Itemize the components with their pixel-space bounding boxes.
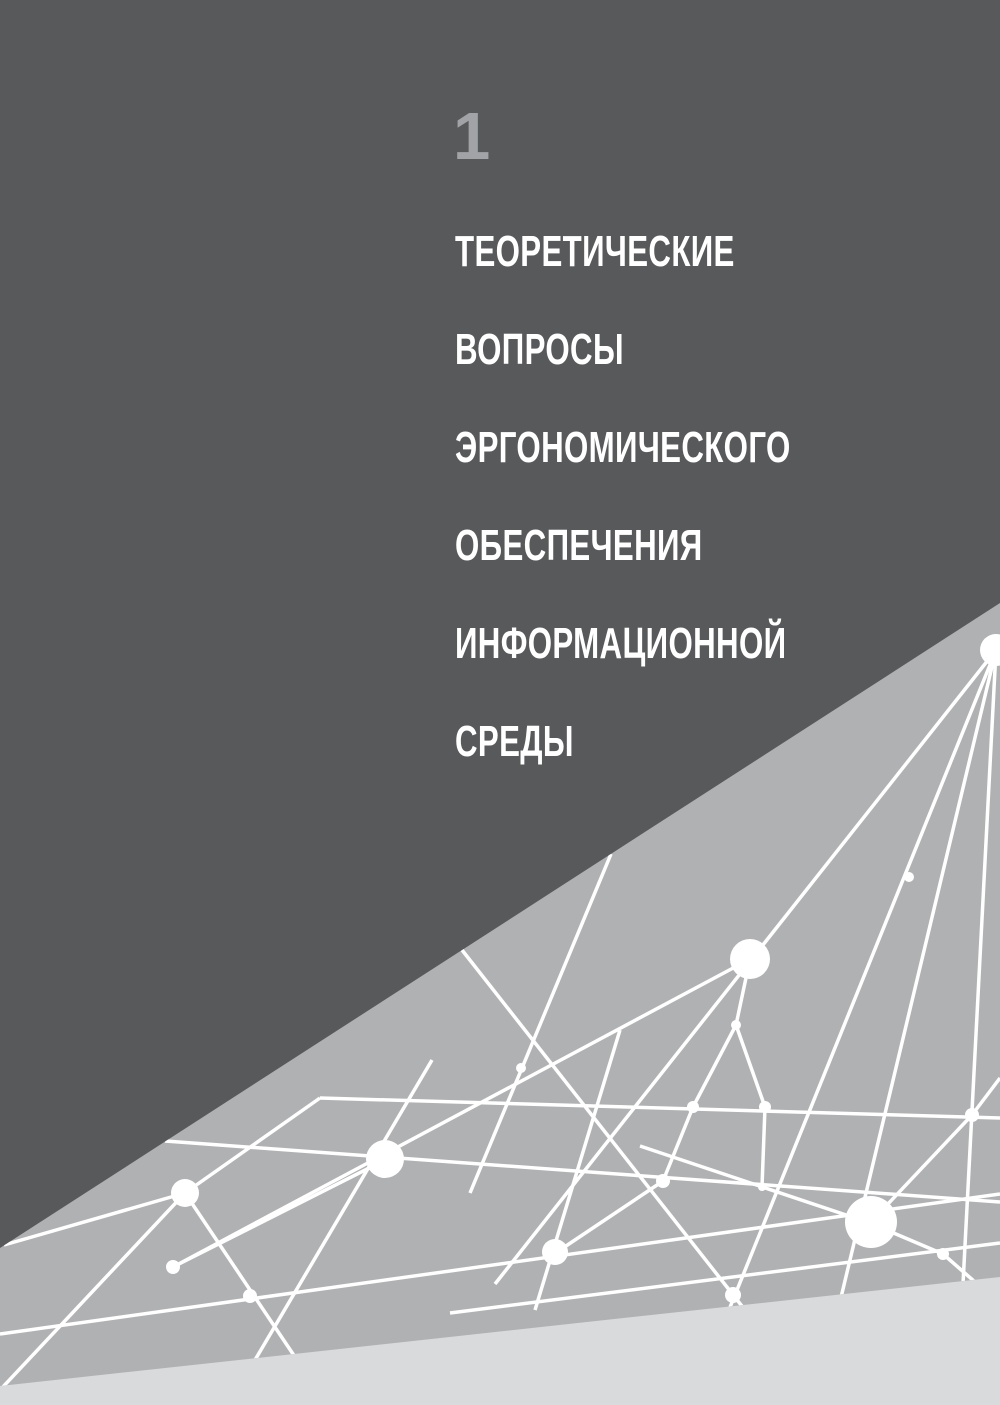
- network-node: [725, 1287, 741, 1303]
- network-node: [730, 939, 770, 979]
- network-line: [734, 1024, 767, 1108]
- network-node: [845, 1196, 897, 1248]
- network-line: [183, 1192, 297, 1358]
- title-line: ИНФОРМАЦИОННОЙ: [455, 619, 787, 668]
- network-line: [319, 1096, 1000, 1120]
- network-line: [970, 1076, 1000, 1117]
- network-node: [171, 1179, 199, 1207]
- title-line: ТЕОРЕТИЧЕСКИЕ: [455, 227, 735, 276]
- title-line: СРЕДЫ: [455, 717, 574, 766]
- title-line: ОБЕСПЕЧЕНИЯ: [455, 521, 703, 570]
- network-node: [731, 1020, 741, 1030]
- network-line: [661, 1106, 695, 1182]
- network-line: [172, 1158, 386, 1269]
- chapter-title: ТЕОРЕТИЧЕСКИЕ ВОПРОСЫ ЭРГОНОМИЧЕСКОГО ОБЕСП…: [455, 203, 975, 791]
- network-node: [243, 1289, 257, 1303]
- network-line: [0, 1191, 187, 1386]
- network-node: [904, 872, 914, 882]
- network-line: [961, 649, 998, 1285]
- network-line: [760, 1106, 767, 1188]
- decor-triangle: [0, 603, 1000, 1405]
- title-line: ЭРГОНОМИЧЕСКОГО: [455, 423, 791, 472]
- network-line: [556, 1179, 664, 1254]
- network-node: [937, 1248, 949, 1260]
- network-line: [172, 957, 751, 1269]
- network-line: [164, 1139, 1000, 1204]
- network-line: [941, 1252, 977, 1284]
- network-node: [656, 1174, 670, 1188]
- network-line: [468, 853, 613, 1194]
- network-node: [980, 634, 1000, 666]
- bottom-strip: [0, 1277, 1000, 1405]
- network-line: [449, 1241, 1000, 1315]
- network-line: [0, 1192, 1000, 1336]
- chapter-number: 1: [453, 99, 491, 174]
- network-line: [3, 1191, 186, 1247]
- network-node: [516, 1063, 526, 1073]
- network-line: [718, 649, 998, 1333]
- network-line: [639, 1144, 871, 1225]
- network-node: [542, 1239, 568, 1265]
- network-line: [253, 1059, 434, 1361]
- title-line: ВОПРОСЫ: [455, 325, 624, 374]
- network-node: [759, 1101, 771, 1113]
- network-line: [691, 1024, 738, 1108]
- network-node: [758, 1183, 766, 1191]
- network-lines-and-nodes: [0, 634, 1000, 1386]
- network-node: [366, 1140, 404, 1178]
- network-line: [183, 1096, 322, 1195]
- network-line: [460, 948, 747, 1312]
- network-node: [687, 1101, 699, 1113]
- network-node: [166, 1260, 180, 1274]
- network-node: [965, 1108, 979, 1122]
